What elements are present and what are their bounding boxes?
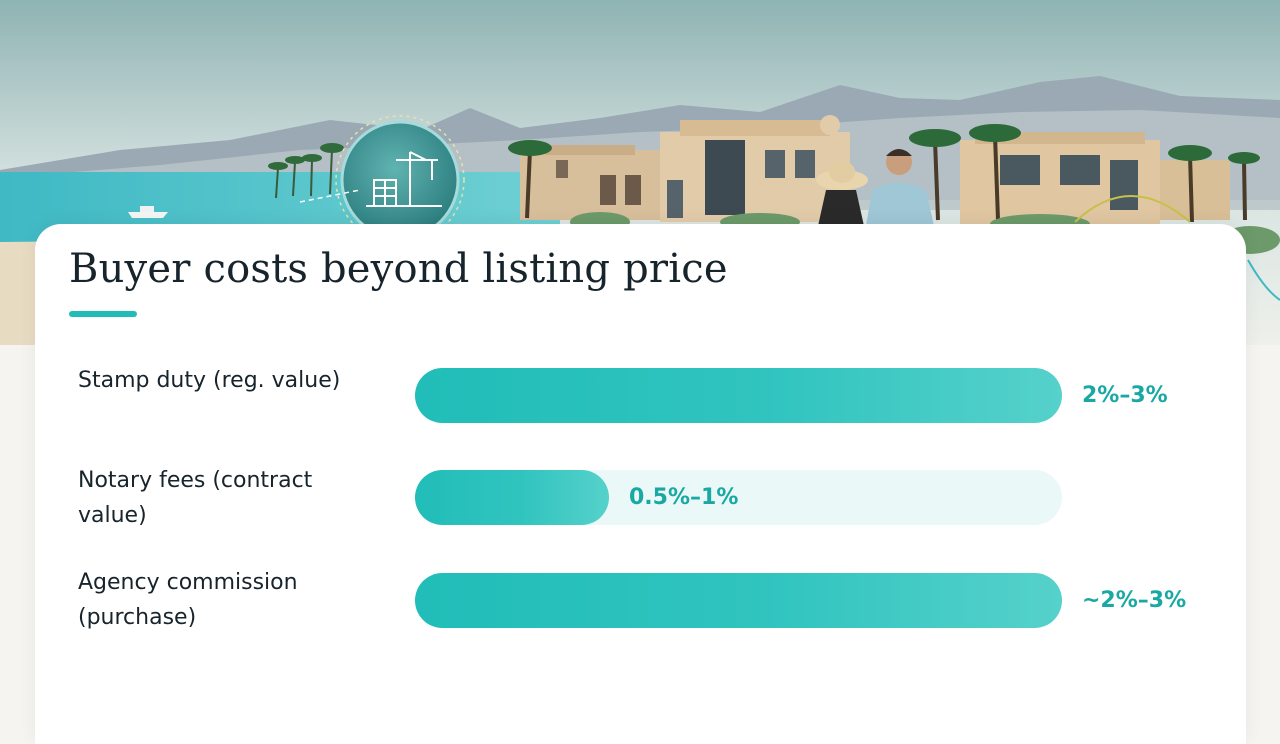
costs-card: Buyer costs beyond listing price Stamp d… [35,224,1246,744]
title-underline [69,311,137,317]
bar [415,470,609,525]
category-label: Notary fees (contract value) [78,468,313,528]
category-label: Stamp duty (reg. value) [78,368,341,393]
value-label: 2%–3% [1082,383,1168,408]
bar [415,368,1062,423]
category-label: Agency commission (purchase) [78,570,298,630]
page-title: Buyer costs beyond listing price [69,246,728,292]
value-label: 0.5%–1% [629,485,739,510]
bar [415,573,1062,628]
construction-crane-building-icon [366,151,442,207]
value-label: ~2%–3% [1082,588,1187,613]
bar-track [415,470,1062,525]
bar-track [415,368,1062,423]
bar-track [415,573,1062,628]
cost-bar-chart: Stamp duty (reg. value) 2%–3% Notary fees … [35,224,1246,724]
